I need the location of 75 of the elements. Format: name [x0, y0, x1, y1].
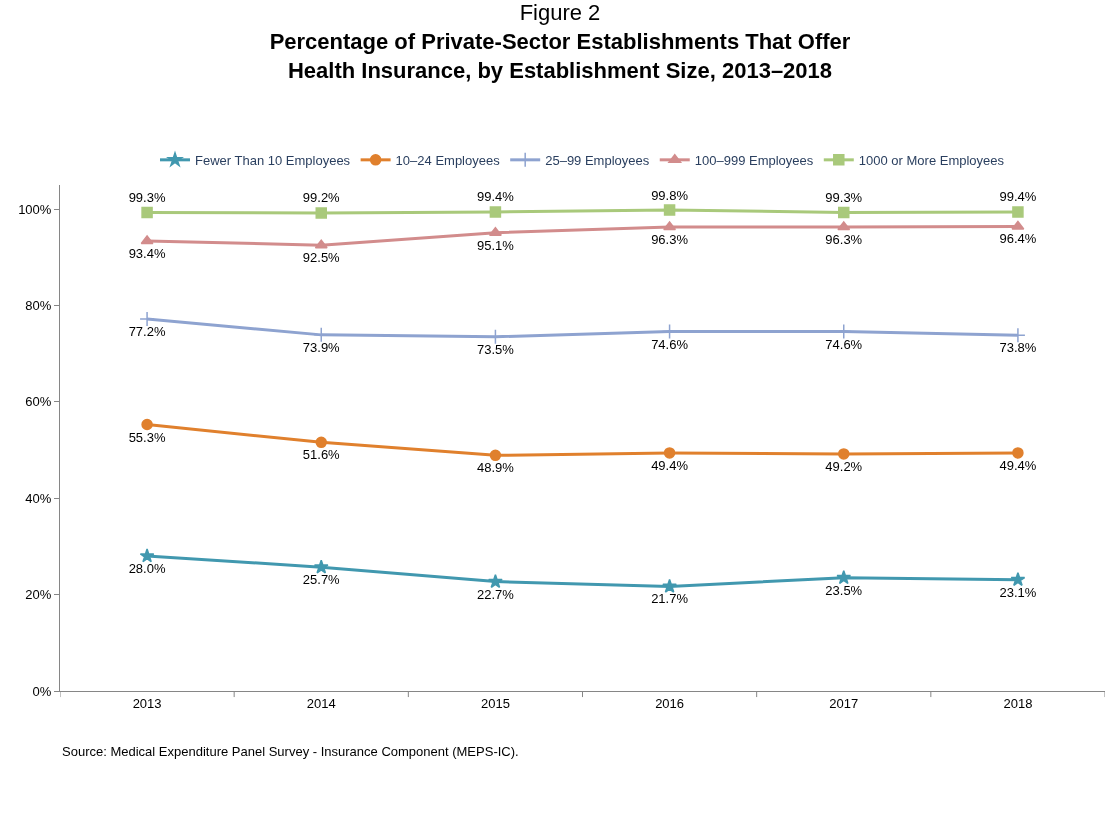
data-label: 77.2% — [128, 323, 166, 339]
point — [313, 559, 329, 574]
point — [838, 448, 850, 460]
point — [488, 226, 502, 236]
data-label: 74.6% — [651, 336, 689, 352]
data-label: 96.3% — [825, 231, 863, 247]
x-tick-label: 2017 — [829, 695, 859, 711]
point — [489, 206, 502, 218]
data-label: 73.9% — [302, 339, 341, 355]
data-label: 21.7% — [651, 591, 689, 607]
point — [314, 239, 328, 249]
x-tick-label: 2018 — [1003, 695, 1033, 711]
point — [488, 573, 503, 589]
legend-label: 1000 or More Employees — [858, 152, 1005, 168]
data-label: 99.3% — [128, 189, 166, 205]
legend-label: 25–99 Employees — [545, 152, 650, 168]
data-label: 99.4% — [999, 189, 1037, 205]
point — [663, 447, 676, 459]
point — [837, 221, 851, 231]
source-note: Source: Medical Expenditure Panel Survey - Insurance Component (MEPS-IC). — [62, 744, 519, 759]
point — [662, 578, 677, 593]
point — [663, 204, 676, 216]
data-label: 23.1% — [999, 584, 1037, 600]
point — [838, 206, 850, 219]
point — [663, 221, 677, 231]
data-label: 49.2% — [825, 458, 863, 474]
data-label: 92.5% — [302, 250, 341, 266]
data-label: 96.4% — [999, 231, 1037, 247]
legend-label: Fewer Than 10 Employees — [195, 152, 351, 168]
y-tick-label: 0% — [32, 683, 52, 699]
x-tick-label: 2015 — [480, 695, 510, 711]
data-label: 74.6% — [825, 336, 863, 352]
y-tick-label: 80% — [25, 298, 52, 314]
point — [139, 548, 155, 563]
x-tick-label: 2013 — [132, 695, 162, 711]
data-label: 25.7% — [302, 572, 341, 588]
point — [140, 235, 154, 245]
data-label: 49.4% — [651, 457, 689, 473]
y-tick-label: 100% — [18, 201, 52, 217]
data-label: 73.8% — [999, 340, 1037, 356]
data-label: 48.9% — [476, 460, 515, 476]
data-label: 96.3% — [651, 231, 689, 247]
data-label: 23.5% — [825, 582, 863, 598]
x-tick-label: 2016 — [655, 695, 685, 711]
y-tick-label: 40% — [25, 490, 52, 506]
data-label: 99.4% — [476, 189, 515, 205]
data-label: 99.3% — [825, 189, 863, 205]
point — [1012, 206, 1024, 218]
data-label: 73.5% — [476, 341, 515, 357]
point — [141, 418, 153, 431]
chart-subtitle: Percentage of Private-Sector Establishments That Offer Health Insurance, by Establishment Size, 2013–2018 — [269, 29, 851, 83]
data-label: 99.8% — [651, 187, 689, 203]
point — [315, 436, 327, 449]
data-label: 28.0% — [128, 561, 166, 577]
y-tick-label: 60% — [25, 394, 52, 410]
point — [139, 311, 155, 327]
point — [315, 207, 327, 219]
data-label: 51.6% — [302, 447, 341, 463]
data-label: 22.7% — [476, 586, 515, 602]
data-label: 49.4% — [999, 457, 1037, 473]
legend-label: 10–24 Employees — [395, 152, 501, 168]
point — [141, 206, 153, 219]
legend-label: 100–999 Employees — [694, 152, 814, 168]
data-label: 95.1% — [476, 237, 515, 253]
x-tick-label: 2014 — [306, 695, 336, 711]
point — [1010, 571, 1026, 587]
data-label: 99.2% — [302, 190, 341, 206]
chart-title: Figure 2 — [519, 0, 601, 26]
y-tick-label: 20% — [25, 587, 52, 603]
point — [836, 570, 852, 585]
data-label: 93.4% — [128, 245, 166, 261]
point — [489, 449, 502, 462]
point — [1011, 220, 1025, 230]
point — [1012, 447, 1024, 459]
data-label: 55.3% — [128, 429, 166, 445]
